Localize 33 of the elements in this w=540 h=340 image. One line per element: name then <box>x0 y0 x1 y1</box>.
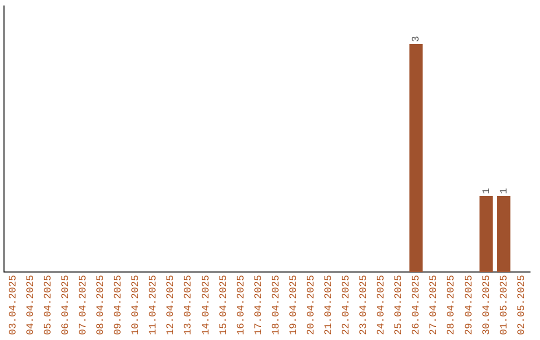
x-tick-label: 25.04.2025 <box>394 274 406 336</box>
x-tick-label: 15.04.2025 <box>218 274 230 336</box>
x-tick-label: 04.04.2025 <box>26 274 37 336</box>
x-tick-label: 18.04.2025 <box>271 274 282 336</box>
x-tick-label: 30.04.2025 <box>482 274 493 336</box>
data-label: 1 <box>482 188 493 194</box>
x-tick-label: 13.04.2025 <box>184 274 195 336</box>
x-tick-label: 03.04.2025 <box>8 274 20 336</box>
x-tick-label: 12.04.2025 <box>166 274 178 336</box>
x-tick-label: 14.04.2025 <box>201 274 212 336</box>
x-tick-label: 09.04.2025 <box>114 274 125 336</box>
x-tick-label: 20.04.2025 <box>306 274 318 336</box>
x-tick-label: 29.04.2025 <box>464 274 476 336</box>
x-tick-label: 05.04.2025 <box>43 274 54 336</box>
x-tick-label: 16.04.2025 <box>236 274 248 336</box>
x-tick-label: 24.04.2025 <box>376 274 388 336</box>
x-tick-label: 21.04.2025 <box>324 274 336 336</box>
x-tick-label: 02.05.2025 <box>516 274 528 336</box>
x-tick-label: 19.04.2025 <box>288 274 300 336</box>
x-tick-label: 17.04.2025 <box>254 274 265 336</box>
data-label: 3 <box>412 36 423 42</box>
x-tick-label: 10.04.2025 <box>131 274 142 336</box>
data-label: 1 <box>499 188 510 194</box>
x-tick-label: 23.04.2025 <box>359 274 370 336</box>
x-tick-label: 11.04.2025 <box>148 274 160 336</box>
x-tick-label: 06.04.2025 <box>61 274 72 336</box>
x-tick-label: 28.04.2025 <box>446 274 458 336</box>
x-tick-label: 08.04.2025 <box>96 274 108 336</box>
x-tick-label: 26.04.2025 <box>412 274 423 336</box>
x-tick-label: 07.04.2025 <box>78 274 90 336</box>
x-tick-label: 01.05.2025 <box>499 274 510 336</box>
x-tick-label: 22.04.2025 <box>342 274 353 336</box>
x-tick-label: 27.04.2025 <box>429 274 440 336</box>
